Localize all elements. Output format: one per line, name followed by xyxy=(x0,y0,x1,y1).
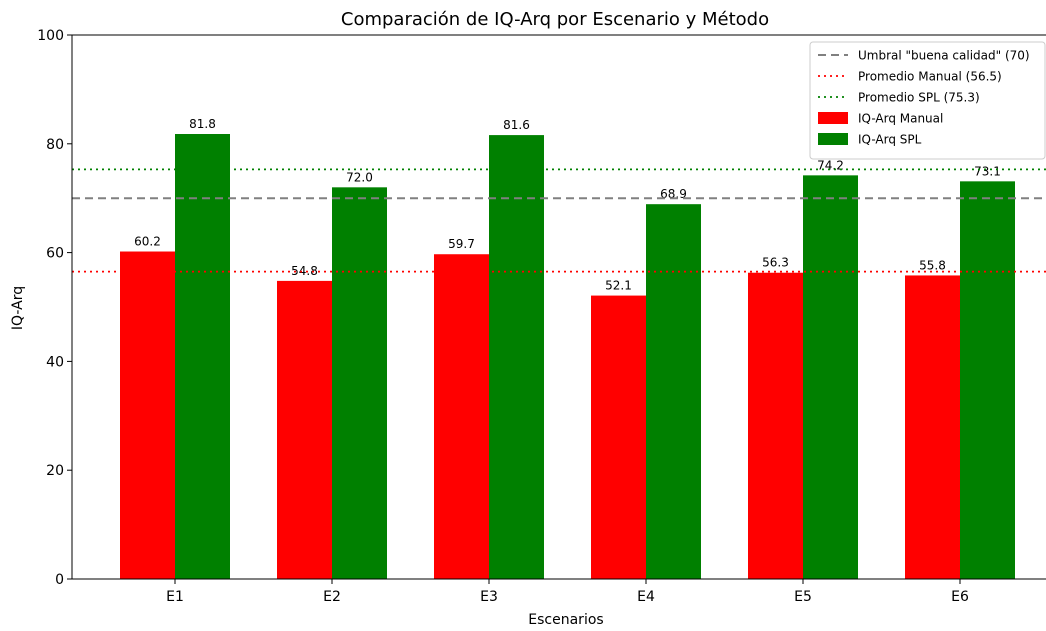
legend-label-line-0: Umbral "buena calidad" (70) xyxy=(858,49,1030,63)
x-tick-label-e4: E4 xyxy=(637,589,655,605)
bar-manual-e5 xyxy=(748,272,803,579)
y-tick-label-40: 40 xyxy=(46,354,64,370)
legend-label-line-2: Promedio SPL (75.3) xyxy=(858,91,980,105)
legend-swatch-bar-0 xyxy=(818,112,848,124)
y-tick-label-100: 100 xyxy=(37,28,64,44)
data-label-spl-e3: 81.6 xyxy=(503,118,530,132)
data-label-manual-e5: 56.3 xyxy=(762,256,789,270)
x-tick-label-e1: E1 xyxy=(166,589,184,605)
legend-label-bar-0: IQ-Arq Manual xyxy=(858,112,943,126)
legend-frame xyxy=(809,41,1046,160)
bar-spl-e2 xyxy=(332,187,387,579)
bar-manual-e3 xyxy=(434,254,489,579)
data-label-manual-e3: 59.7 xyxy=(448,237,475,251)
x-tick-label-e2: E2 xyxy=(323,589,341,605)
data-label-manual-e4: 52.1 xyxy=(605,279,632,293)
y-tick-label-0: 0 xyxy=(55,572,64,588)
x-tick-label-e3: E3 xyxy=(480,589,498,605)
x-tick-label-e6: E6 xyxy=(951,589,969,605)
bar-spl-e4 xyxy=(646,204,701,579)
chart-title: Comparación de IQ-Arq por Escenario y Mé… xyxy=(341,9,769,30)
bar-spl-e3 xyxy=(489,135,544,579)
bar-spl-e6 xyxy=(960,181,1015,579)
x-tick-label-e5: E5 xyxy=(794,589,812,605)
y-axis-label: IQ-Arq xyxy=(10,286,26,330)
data-label-spl-e1: 81.8 xyxy=(189,117,216,131)
legend-label-bar-1: IQ-Arq SPL xyxy=(858,133,922,147)
legend-swatch-bar-1 xyxy=(818,133,848,145)
bar-manual-e1 xyxy=(120,251,175,579)
data-label-spl-e5: 74.2 xyxy=(817,158,844,172)
y-tick-label-20: 20 xyxy=(46,463,64,479)
bar-manual-e6 xyxy=(905,275,960,579)
data-label-spl-e2: 72.0 xyxy=(346,170,373,184)
y-tick-label-60: 60 xyxy=(46,246,64,262)
data-label-spl-e6: 73.1 xyxy=(974,164,1001,178)
data-label-manual-e1: 60.2 xyxy=(134,235,161,249)
data-label-spl-e4: 68.9 xyxy=(660,187,687,201)
data-label-manual-e6: 55.8 xyxy=(919,258,946,272)
bar-manual-e4 xyxy=(591,295,646,579)
x-axis-label: Escenarios xyxy=(528,612,603,627)
data-label-manual-e2: 54.8 xyxy=(291,264,318,278)
y-tick-label-80: 80 xyxy=(46,137,64,153)
bar-spl-e1 xyxy=(175,134,230,579)
legend-label-line-1: Promedio Manual (56.5) xyxy=(858,70,1002,84)
legend: Umbral "buena calidad" (70) Promedio Manu… xyxy=(809,41,1046,160)
plot-area: 60.2 54.8 59.7 52.1 56.3 55.8 81.8 72.0 81.6 68.9… xyxy=(37,28,1046,605)
bar-manual-e2 xyxy=(277,280,332,579)
bar-spl-e5 xyxy=(803,175,858,580)
